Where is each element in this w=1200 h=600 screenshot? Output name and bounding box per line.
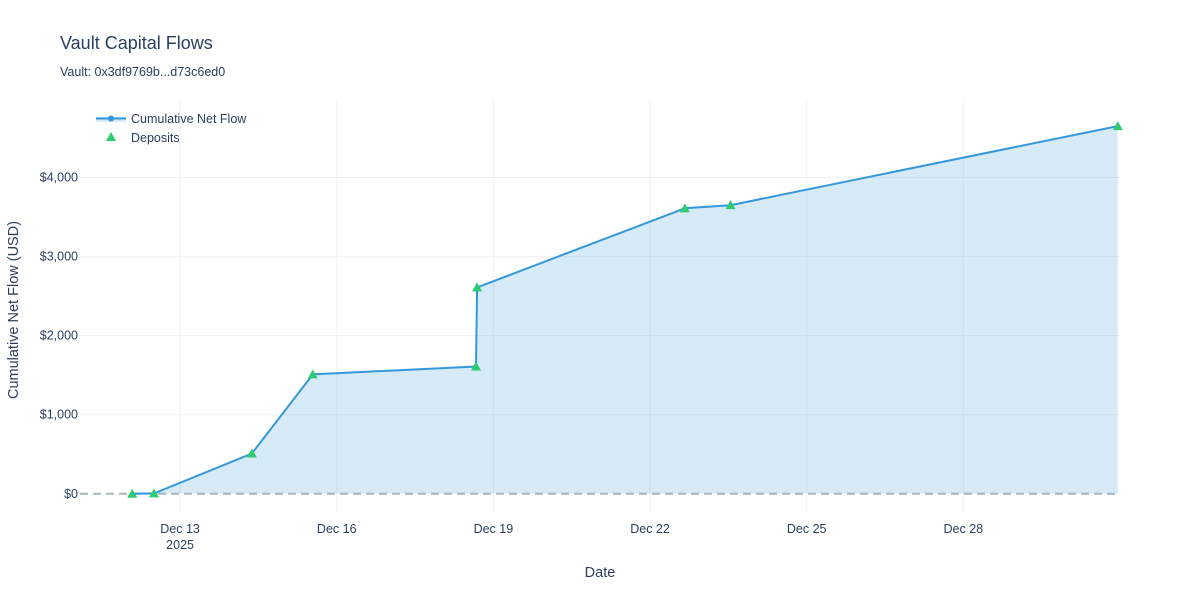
y-axis-title: Cumulative Net Flow (USD)	[6, 221, 22, 399]
y-tick-label: $3,000	[40, 250, 78, 264]
x-tick-sublabel: 2025	[166, 538, 194, 552]
grid-lines	[80, 100, 1120, 512]
deposit-marker	[725, 200, 736, 210]
legend-label-cumulative-net-flow: Cumulative Net Flow	[131, 112, 247, 126]
y-tick-label: $4,000	[40, 170, 78, 184]
x-tick-label: Dec 25	[787, 522, 827, 536]
legend-item-cumulative-net-flow[interactable]: Cumulative Net Flow	[96, 112, 247, 126]
deposit-marker	[127, 488, 138, 498]
deposit-marker	[148, 488, 159, 498]
x-tick-label: Dec 19	[474, 522, 514, 536]
legend-swatch-dot	[108, 115, 114, 122]
cumulative-net-flow-area	[132, 126, 1118, 494]
chart-title: Vault Capital Flows	[60, 33, 213, 53]
deposit-marker	[307, 369, 318, 379]
deposit-marker	[472, 282, 483, 292]
deposit-marker	[1112, 121, 1123, 131]
y-tick-label: $2,000	[40, 329, 78, 343]
x-axis-ticks: Dec 13 2025 Dec 16 Dec 19 Dec 22 Dec 25 Dec 28	[160, 522, 983, 552]
y-axis-ticks: $0 $1,000 $2,000 $3,000 $4,000	[40, 170, 78, 500]
deposit-marker	[246, 448, 257, 458]
legend-label-deposits: Deposits	[131, 131, 180, 145]
x-axis-title: Date	[585, 565, 616, 581]
legend: Cumulative Net Flow Deposits	[96, 112, 247, 145]
legend-item-deposits[interactable]: Deposits	[106, 131, 180, 145]
x-tick-label: Dec 13	[160, 522, 200, 536]
x-tick-label: Dec 28	[944, 522, 984, 536]
chart-subtitle: Vault: 0x3df9769b...d73c6ed0	[60, 65, 226, 79]
legend-swatch-triangle	[106, 132, 116, 141]
deposit-markers	[127, 121, 1123, 498]
x-tick-label: Dec 16	[317, 522, 357, 536]
y-tick-label: $0	[64, 487, 78, 501]
x-tick-label: Dec 22	[630, 522, 670, 536]
y-tick-label: $1,000	[40, 408, 78, 422]
deposit-marker	[679, 203, 690, 213]
deposit-marker	[470, 361, 481, 371]
